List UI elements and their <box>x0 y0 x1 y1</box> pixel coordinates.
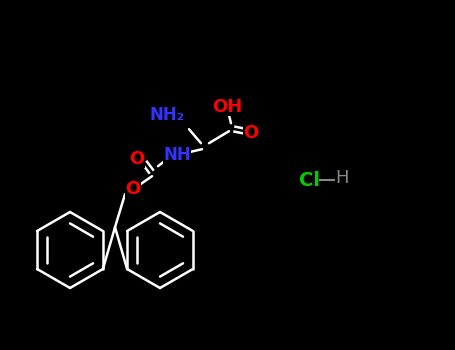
Text: O: O <box>126 180 141 198</box>
Text: NH₂: NH₂ <box>150 106 184 124</box>
Text: NH: NH <box>163 146 191 164</box>
Text: OH: OH <box>212 98 242 116</box>
Text: H: H <box>335 169 349 187</box>
Text: O: O <box>129 150 145 168</box>
Text: O: O <box>243 124 258 142</box>
Text: Cl: Cl <box>299 170 320 189</box>
